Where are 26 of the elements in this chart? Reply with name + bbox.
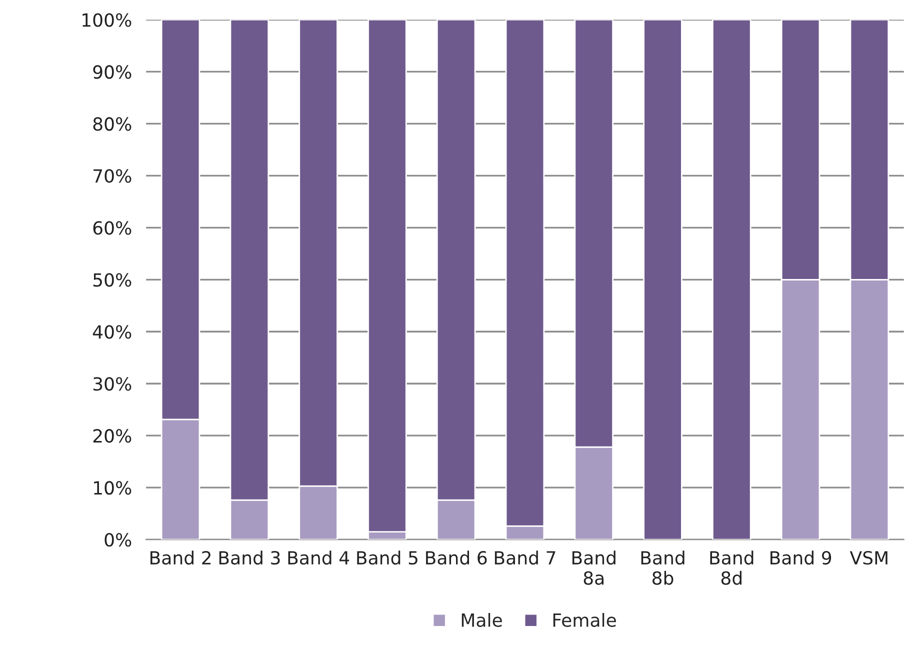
x-tick-label: Band 8a: [572, 550, 616, 585]
y-tick-label: 60%: [93, 221, 132, 235]
x-tick-label: Band 3: [219, 550, 280, 565]
x-tick-label: Band 8d: [710, 550, 754, 585]
y-tick-label: 30%: [93, 377, 132, 391]
y-tick-label: 90%: [93, 65, 132, 79]
legend-label: Male: [462, 612, 502, 627]
x-tick-label: Band 9: [770, 550, 832, 565]
y-tick-label: 0%: [104, 533, 132, 547]
y-tick-label: 70%: [94, 169, 132, 183]
x-tick-label: Band 6: [426, 550, 487, 565]
x-tick-label: Band 7: [494, 550, 556, 565]
y-tick-label: 50%: [93, 273, 132, 287]
y-tick-label: 80%: [93, 117, 132, 131]
y-tick-label: 100%: [82, 13, 132, 27]
bar: [712, 20, 752, 540]
bar: [643, 20, 682, 540]
y-tick-label: 40%: [92, 325, 132, 339]
x-tick-label: VSM: [850, 550, 888, 565]
y-tick-label: 20%: [93, 429, 132, 443]
x-tick-label: Band 4: [288, 550, 350, 565]
legend-label: Female: [553, 612, 616, 627]
x-tick-label: Band 2: [150, 550, 211, 565]
x-tick-label: Band 8b: [641, 550, 684, 585]
y-tick-label: 10%: [94, 481, 132, 495]
x-tick-label: Band 5: [357, 550, 418, 565]
